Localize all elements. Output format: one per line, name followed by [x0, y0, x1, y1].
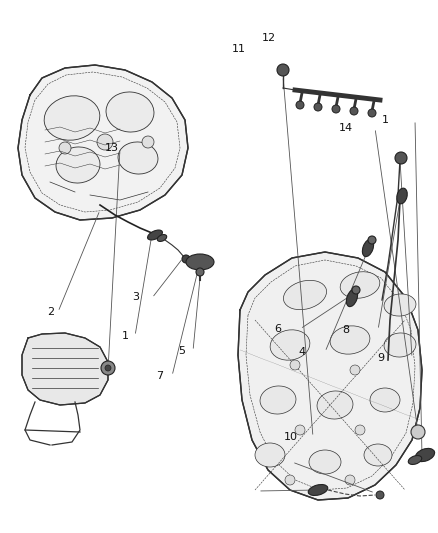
Polygon shape — [18, 65, 188, 220]
Ellipse shape — [260, 386, 296, 414]
Text: 12: 12 — [262, 34, 276, 43]
Ellipse shape — [157, 235, 167, 241]
Ellipse shape — [408, 456, 422, 464]
Circle shape — [285, 475, 295, 485]
Ellipse shape — [44, 96, 100, 140]
Circle shape — [277, 64, 289, 76]
Circle shape — [376, 491, 384, 499]
Ellipse shape — [397, 188, 407, 204]
Text: 10: 10 — [284, 432, 298, 442]
Polygon shape — [238, 252, 422, 500]
Circle shape — [290, 360, 300, 370]
Ellipse shape — [270, 330, 310, 360]
Text: 7: 7 — [156, 372, 163, 381]
Ellipse shape — [340, 272, 380, 298]
Circle shape — [314, 103, 322, 111]
Ellipse shape — [186, 254, 214, 270]
Text: 1: 1 — [382, 115, 389, 125]
Text: 3: 3 — [132, 293, 139, 302]
Text: 13: 13 — [105, 143, 119, 153]
Ellipse shape — [362, 239, 374, 256]
Ellipse shape — [148, 230, 162, 240]
Ellipse shape — [308, 484, 328, 496]
Ellipse shape — [283, 280, 327, 310]
Ellipse shape — [317, 391, 353, 419]
Ellipse shape — [364, 444, 392, 466]
Ellipse shape — [330, 326, 370, 354]
Circle shape — [411, 425, 425, 439]
Circle shape — [196, 268, 204, 276]
Text: 11: 11 — [232, 44, 246, 54]
Circle shape — [355, 425, 365, 435]
Circle shape — [101, 361, 115, 375]
Circle shape — [105, 365, 111, 371]
Text: 6: 6 — [275, 325, 282, 334]
Circle shape — [296, 101, 304, 109]
Circle shape — [295, 425, 305, 435]
Text: 4: 4 — [299, 347, 306, 357]
Circle shape — [142, 136, 154, 148]
Text: 1: 1 — [121, 331, 128, 341]
Circle shape — [182, 255, 190, 263]
Ellipse shape — [384, 333, 416, 357]
Circle shape — [59, 142, 71, 154]
Polygon shape — [22, 333, 108, 405]
Circle shape — [395, 152, 407, 164]
Circle shape — [368, 236, 376, 244]
Text: 2: 2 — [47, 307, 54, 317]
Text: 5: 5 — [178, 346, 185, 356]
Text: 14: 14 — [339, 123, 353, 133]
Circle shape — [350, 365, 360, 375]
Ellipse shape — [415, 448, 434, 462]
Ellipse shape — [106, 92, 154, 132]
Ellipse shape — [309, 450, 341, 474]
Ellipse shape — [384, 294, 416, 316]
Text: 9: 9 — [378, 353, 385, 363]
Ellipse shape — [346, 289, 357, 306]
Ellipse shape — [255, 443, 285, 467]
Text: 8: 8 — [343, 326, 350, 335]
Circle shape — [97, 134, 113, 150]
Circle shape — [368, 109, 376, 117]
Ellipse shape — [370, 388, 400, 412]
Circle shape — [352, 286, 360, 294]
Circle shape — [332, 105, 340, 113]
Circle shape — [345, 475, 355, 485]
Ellipse shape — [56, 147, 100, 183]
Ellipse shape — [118, 142, 158, 174]
Circle shape — [350, 107, 358, 115]
